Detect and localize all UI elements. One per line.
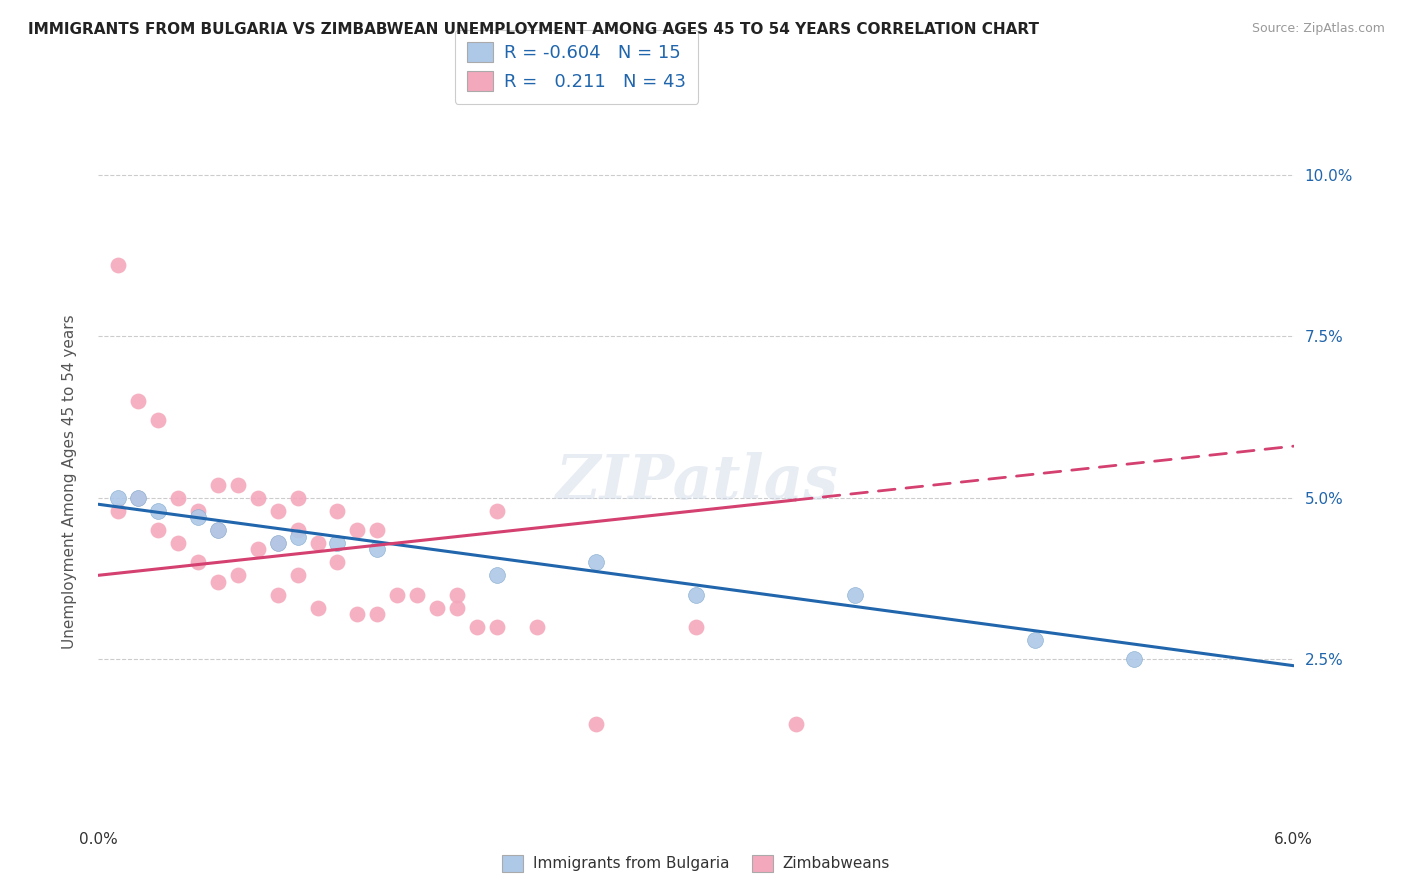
Point xyxy=(148,413,170,427)
Legend: Immigrants from Bulgaria, Zimbabweans: Immigrants from Bulgaria, Zimbabweans xyxy=(494,846,898,880)
Point xyxy=(267,536,290,550)
Point xyxy=(307,600,329,615)
Point xyxy=(148,504,170,518)
Point xyxy=(785,716,807,731)
Text: ZIPatlas: ZIPatlas xyxy=(554,451,838,512)
Point xyxy=(307,536,329,550)
Point xyxy=(1024,632,1046,647)
Point xyxy=(426,600,449,615)
Point xyxy=(107,259,129,273)
Point xyxy=(267,588,290,602)
Point xyxy=(246,491,269,505)
Point xyxy=(207,523,229,537)
Point xyxy=(366,607,388,621)
Point xyxy=(585,716,607,731)
Point xyxy=(287,530,309,544)
Point xyxy=(485,620,508,634)
Point xyxy=(406,588,429,602)
Point xyxy=(326,536,349,550)
Point xyxy=(287,568,309,582)
Point xyxy=(207,523,229,537)
Point xyxy=(167,491,190,505)
Point xyxy=(385,588,409,602)
Point xyxy=(246,542,269,557)
Point xyxy=(326,555,349,569)
Point xyxy=(287,523,309,537)
Point xyxy=(844,588,866,602)
Point xyxy=(346,523,368,537)
Point xyxy=(1123,652,1146,666)
Y-axis label: Unemployment Among Ages 45 to 54 years: Unemployment Among Ages 45 to 54 years xyxy=(62,314,77,649)
Point xyxy=(187,504,209,518)
Point xyxy=(267,536,290,550)
Point xyxy=(685,588,707,602)
Point xyxy=(526,620,548,634)
Point xyxy=(366,542,388,557)
Point xyxy=(366,523,388,537)
Point xyxy=(485,568,508,582)
Point xyxy=(287,491,309,505)
Point xyxy=(446,600,468,615)
Point xyxy=(107,504,129,518)
Point xyxy=(585,555,607,569)
Point xyxy=(187,510,209,524)
Point xyxy=(207,478,229,492)
Point xyxy=(127,491,149,505)
Point xyxy=(207,574,229,589)
Point xyxy=(187,555,209,569)
Point xyxy=(326,504,349,518)
Point xyxy=(167,536,190,550)
Point xyxy=(346,607,368,621)
Point xyxy=(226,478,249,492)
Text: IMMIGRANTS FROM BULGARIA VS ZIMBABWEAN UNEMPLOYMENT AMONG AGES 45 TO 54 YEARS CO: IMMIGRANTS FROM BULGARIA VS ZIMBABWEAN U… xyxy=(28,22,1039,37)
Point xyxy=(127,394,149,409)
Point xyxy=(267,504,290,518)
Point xyxy=(127,491,149,505)
Point xyxy=(446,588,468,602)
Point xyxy=(685,620,707,634)
Point xyxy=(465,620,488,634)
Text: Source: ZipAtlas.com: Source: ZipAtlas.com xyxy=(1251,22,1385,36)
Point xyxy=(226,568,249,582)
Point xyxy=(148,523,170,537)
Point xyxy=(107,491,129,505)
Point xyxy=(485,504,508,518)
